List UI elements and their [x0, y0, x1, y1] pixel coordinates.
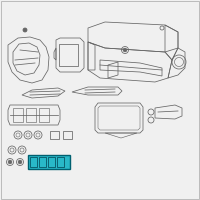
FancyBboxPatch shape	[57, 157, 64, 167]
FancyBboxPatch shape	[48, 157, 55, 167]
Circle shape	[23, 28, 27, 32]
Circle shape	[18, 160, 22, 164]
FancyBboxPatch shape	[39, 157, 46, 167]
Circle shape	[123, 48, 127, 52]
FancyBboxPatch shape	[28, 155, 70, 169]
Bar	[63, 131, 72, 139]
Bar	[39, 108, 49, 122]
FancyBboxPatch shape	[30, 157, 37, 167]
Bar	[26, 108, 36, 122]
Bar	[13, 108, 23, 122]
Bar	[50, 131, 59, 139]
Circle shape	[8, 160, 12, 164]
